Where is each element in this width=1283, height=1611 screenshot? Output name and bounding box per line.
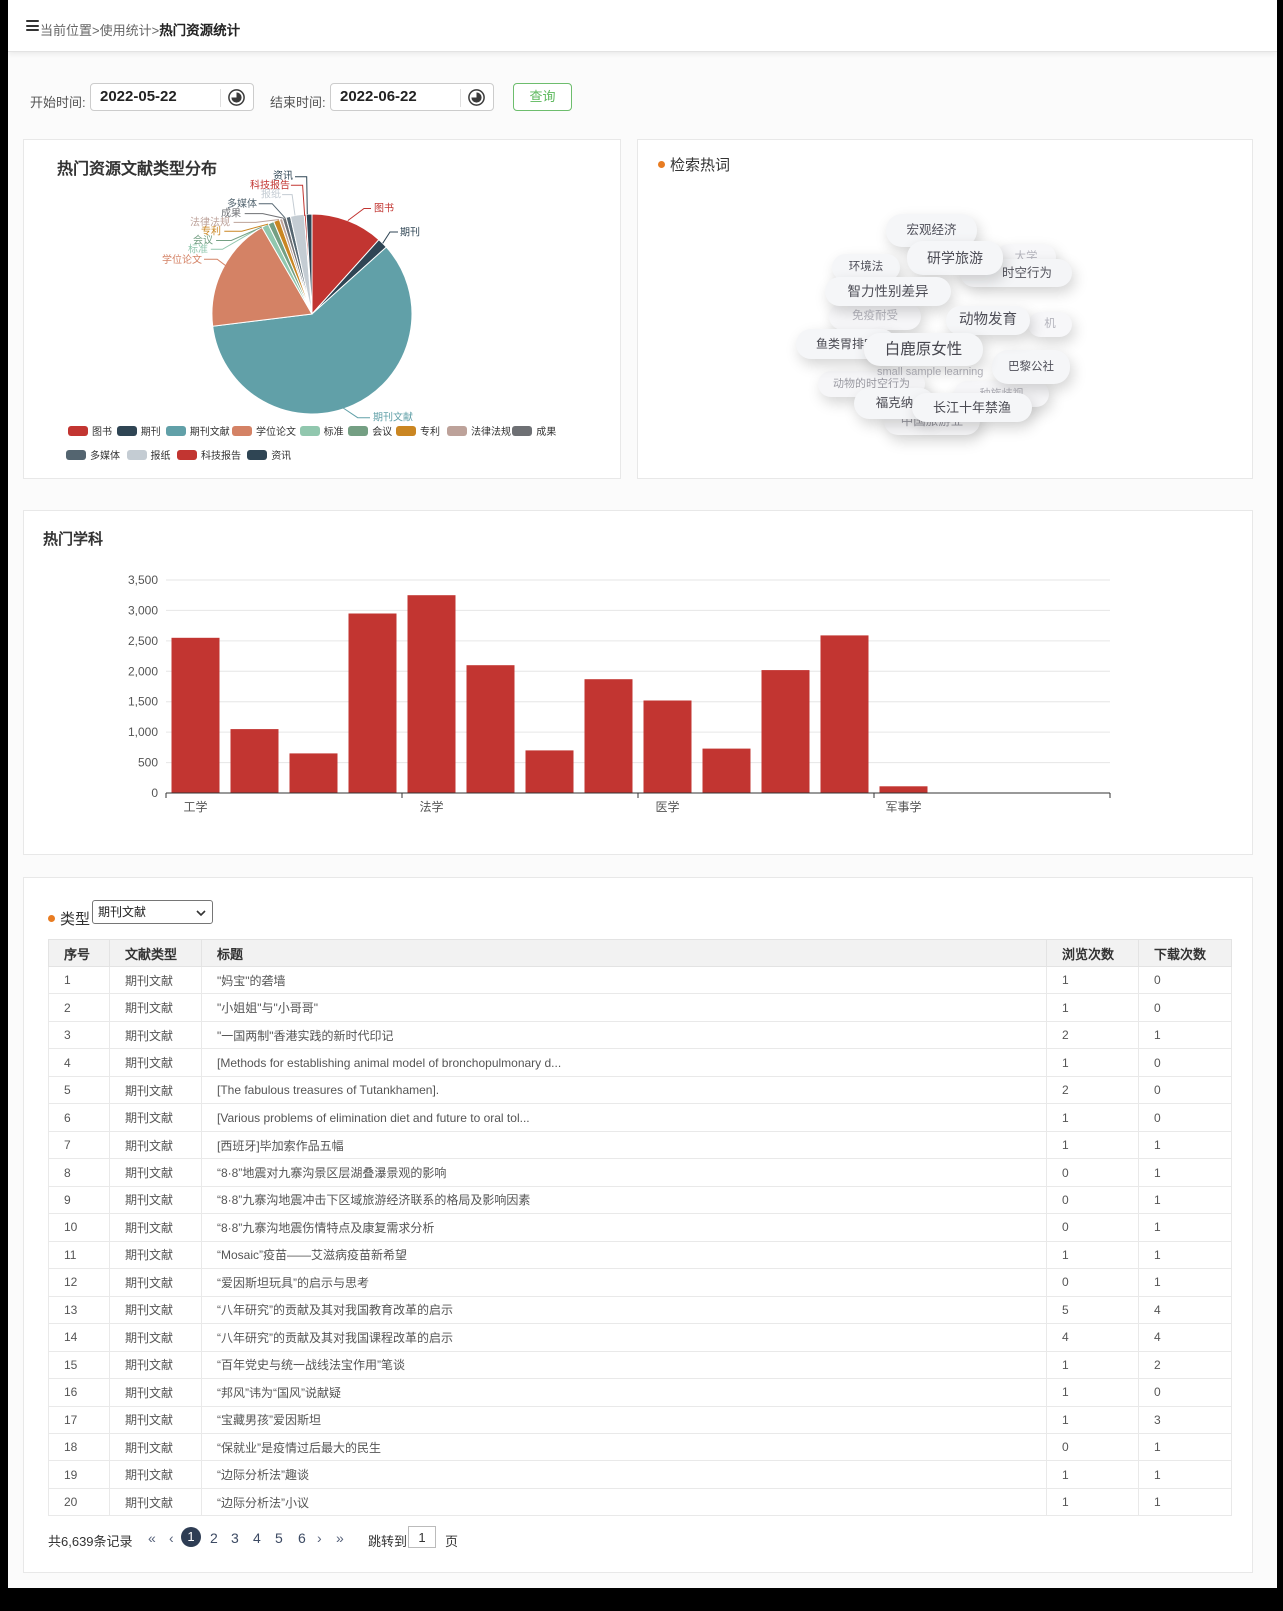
svg-text:3,000: 3,000 bbox=[128, 603, 158, 617]
svg-text:报纸: 报纸 bbox=[261, 188, 281, 201]
svg-text:资讯: 资讯 bbox=[273, 170, 293, 182]
svg-text:军事学: 军事学 bbox=[885, 799, 921, 814]
svg-text:图书: 图书 bbox=[374, 203, 394, 215]
svg-text:法学: 法学 bbox=[419, 799, 443, 814]
svg-text:会议: 会议 bbox=[193, 234, 213, 247]
svg-text:专利: 专利 bbox=[201, 224, 221, 237]
svg-text:标准: 标准 bbox=[188, 244, 208, 256]
svg-text:科技报告: 科技报告 bbox=[250, 178, 290, 191]
svg-text:0: 0 bbox=[151, 786, 158, 800]
svg-text:法律法规: 法律法规 bbox=[190, 216, 230, 229]
svg-text:2,000: 2,000 bbox=[128, 664, 158, 678]
svg-text:1,500: 1,500 bbox=[128, 695, 158, 709]
svg-text:医学: 医学 bbox=[655, 799, 679, 814]
svg-text:工学: 工学 bbox=[183, 799, 207, 814]
svg-text:2,500: 2,500 bbox=[128, 634, 158, 648]
svg-text:1,000: 1,000 bbox=[128, 725, 158, 739]
svg-text:期刊: 期刊 bbox=[400, 227, 420, 239]
svg-text:多媒体: 多媒体 bbox=[227, 197, 257, 210]
svg-text:3,500: 3,500 bbox=[128, 573, 158, 587]
svg-text:500: 500 bbox=[138, 756, 158, 770]
svg-text:学位论文: 学位论文 bbox=[162, 253, 202, 266]
svg-text:期刊文献: 期刊文献 bbox=[373, 411, 413, 424]
svg-text:成果: 成果 bbox=[221, 208, 241, 220]
